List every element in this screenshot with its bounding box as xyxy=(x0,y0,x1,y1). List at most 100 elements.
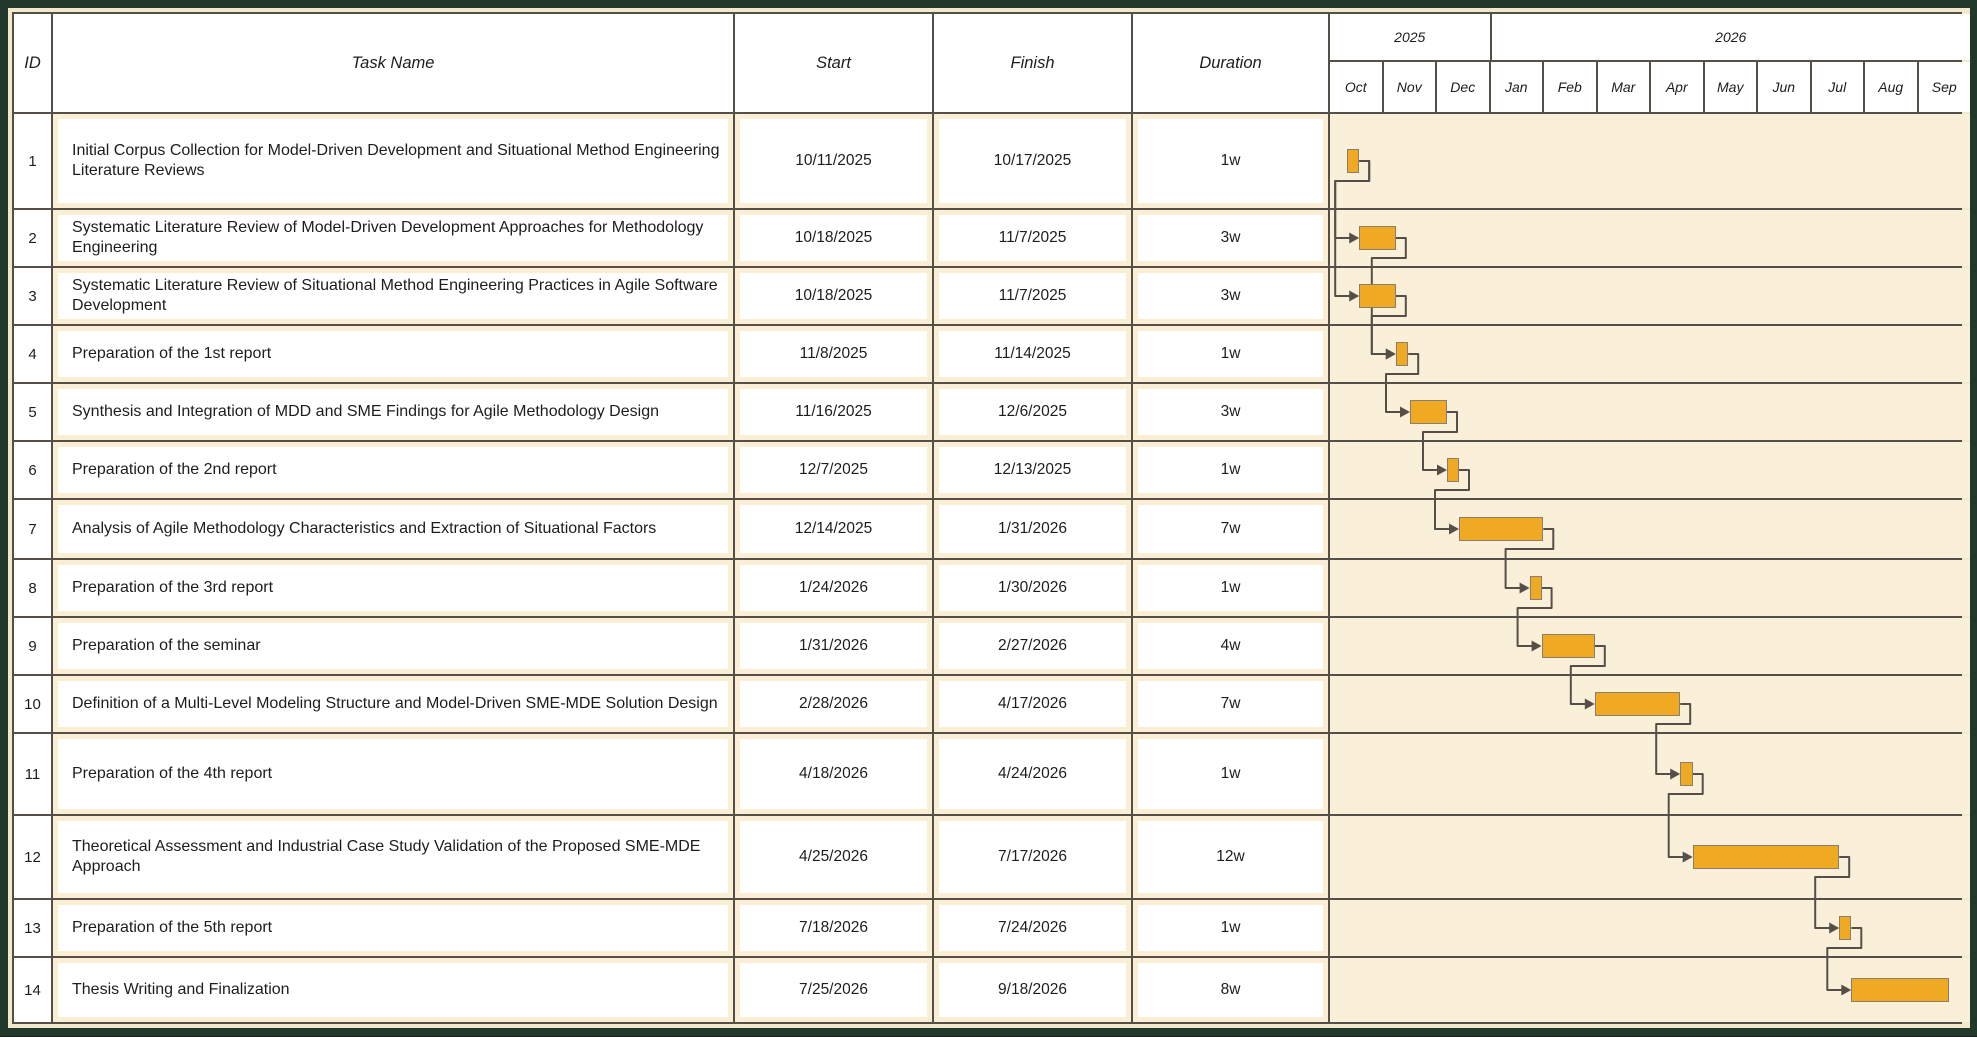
task-finish-text: 1/30/2026 xyxy=(939,565,1126,611)
task-duration-text: 8w xyxy=(1138,963,1323,1017)
gantt-bar xyxy=(1851,978,1949,1002)
dependency-line xyxy=(1569,645,1606,705)
task-finish-text: 9/18/2026 xyxy=(939,963,1126,1017)
task-name-cell: Preparation of the 1st report xyxy=(53,326,733,382)
task-duration-cell: 1w xyxy=(1133,114,1328,208)
dependency-connectors xyxy=(1334,160,1863,996)
table-header-row: ID Task Name Start Finish Duration 2025 2… xyxy=(14,14,1970,112)
task-duration-text: 12w xyxy=(1138,821,1323,893)
task-finish-cell: 11/7/2025 xyxy=(934,268,1131,324)
task-duration-cell: 7w xyxy=(1133,500,1328,558)
task-id-cell: 2 xyxy=(14,210,51,266)
dependency-line xyxy=(1370,295,1407,355)
gantt-bar xyxy=(1839,916,1852,940)
task-start-cell: 11/8/2025 xyxy=(735,326,932,382)
task-finish-text: 11/7/2025 xyxy=(939,273,1126,319)
task-name-text: Analysis of Agile Methodology Characteri… xyxy=(58,505,728,553)
task-name-cell: Analysis of Agile Methodology Characteri… xyxy=(53,500,733,558)
task-name-text: Systematic Literature Review of Model-Dr… xyxy=(58,215,728,261)
schedule-table: ID Task Name Start Finish Duration 2025 2… xyxy=(12,12,1970,1024)
task-name-text: Preparation of the 1st report xyxy=(58,331,728,377)
dependency-arrowhead xyxy=(1841,984,1852,996)
task-name-text: Synthesis and Integration of MDD and SME… xyxy=(58,389,728,435)
task-start-text: 10/11/2025 xyxy=(740,119,927,203)
task-row: 10 Definition of a Multi-Level Modeling S… xyxy=(14,676,1970,732)
task-finish-text: 12/13/2025 xyxy=(939,447,1126,493)
task-id-cell: 6 xyxy=(14,442,51,498)
task-duration-cell: 3w xyxy=(1133,268,1328,324)
task-name-cell: Theoretical Assessment and Industrial Ca… xyxy=(53,816,733,898)
task-start-cell: 12/7/2025 xyxy=(735,442,932,498)
task-duration-text: 1w xyxy=(1138,739,1323,809)
task-name-cell: Preparation of the 3rd report xyxy=(53,560,733,616)
task-name-text: Preparation of the 3rd report xyxy=(58,565,728,611)
task-name-cell: Thesis Writing and Finalization xyxy=(53,958,733,1022)
task-start-text: 1/31/2026 xyxy=(740,623,927,669)
task-duration-cell: 8w xyxy=(1133,958,1328,1022)
gantt-chart: ID Task Name Start Finish Duration 2025 2… xyxy=(12,12,1970,1024)
dependency-arrowhead xyxy=(1519,582,1530,594)
month-label: Jan xyxy=(1490,62,1542,112)
task-duration-text: 1w xyxy=(1138,905,1323,951)
gantt-bar xyxy=(1447,458,1459,482)
task-name-cell: Initial Corpus Collection for Model-Driv… xyxy=(53,114,733,208)
task-finish-text: 11/14/2025 xyxy=(939,331,1126,377)
task-id-cell: 10 xyxy=(14,676,51,732)
task-start-text: 12/14/2025 xyxy=(740,505,927,553)
task-finish-cell: 11/14/2025 xyxy=(934,326,1131,382)
dependency-arrowhead xyxy=(1531,640,1542,652)
gantt-row-background xyxy=(1330,816,1970,898)
gantt-row-background xyxy=(1330,268,1970,324)
task-row: 14 Thesis Writing and Finalization 7/25/20… xyxy=(14,958,1970,1022)
task-finish-cell: 11/7/2025 xyxy=(934,210,1131,266)
task-start-cell: 10/18/2025 xyxy=(735,210,932,266)
task-name-cell: Preparation of the 4th report xyxy=(53,734,733,814)
task-row: 1 Initial Corpus Collection for Model-Dri… xyxy=(14,114,1970,208)
task-row: 12 Theoretical Assessment and Industrial … xyxy=(14,816,1970,898)
task-finish-cell: 9/18/2026 xyxy=(934,958,1131,1022)
task-duration-cell: 1w xyxy=(1133,900,1328,956)
task-duration-text: 3w xyxy=(1138,273,1323,319)
dependency-line xyxy=(1422,411,1458,471)
task-name-text: Thesis Writing and Finalization xyxy=(58,963,728,1017)
task-finish-cell: 2/27/2026 xyxy=(934,618,1131,674)
task-duration-text: 3w xyxy=(1138,389,1323,435)
task-finish-text: 7/24/2026 xyxy=(939,905,1126,951)
dependency-arrowhead xyxy=(1385,348,1396,360)
header-task-name: Task Name xyxy=(53,14,733,112)
task-duration-cell: 1w xyxy=(1133,326,1328,382)
dependency-line xyxy=(1826,927,1863,991)
dependency-line xyxy=(1655,703,1692,775)
dependency-line xyxy=(1516,587,1553,647)
task-id-cell: 9 xyxy=(14,618,51,674)
task-finish-cell: 12/13/2025 xyxy=(934,442,1131,498)
task-name-text: Theoretical Assessment and Industrial Ca… xyxy=(58,821,728,893)
task-duration-text: 4w xyxy=(1138,623,1323,669)
task-row: 4 Preparation of the 1st report 11/8/2025 1… xyxy=(14,326,1970,382)
task-finish-cell: 4/24/2026 xyxy=(934,734,1131,814)
task-start-cell: 2/28/2026 xyxy=(735,676,932,732)
task-start-cell: 4/18/2026 xyxy=(735,734,932,814)
gantt-row-background xyxy=(1330,210,1970,266)
task-row: 5 Synthesis and Integration of MDD and SM… xyxy=(14,384,1970,440)
task-finish-cell: 1/30/2026 xyxy=(934,560,1131,616)
gantt-row-background xyxy=(1330,618,1970,674)
gantt-row-background xyxy=(1330,114,1970,208)
dependency-line xyxy=(1434,469,1470,530)
task-start-text: 10/18/2025 xyxy=(740,215,927,261)
task-name-cell: Preparation of the 2nd report xyxy=(53,442,733,498)
task-name-cell: Definition of a Multi-Level Modeling Str… xyxy=(53,676,733,732)
gantt-bar xyxy=(1359,284,1396,308)
header-start: Start xyxy=(735,14,932,112)
task-finish-text: 4/17/2026 xyxy=(939,681,1126,727)
task-finish-text: 7/17/2026 xyxy=(939,821,1126,893)
task-name-text: Initial Corpus Collection for Model-Driv… xyxy=(58,119,728,203)
dependency-arrowhead xyxy=(1400,406,1410,418)
task-start-cell: 10/18/2025 xyxy=(735,268,932,324)
task-start-text: 4/25/2026 xyxy=(740,821,927,893)
task-row: 13 Preparation of the 5th report 7/18/2026… xyxy=(14,900,1970,956)
task-name-cell: Preparation of the 5th report xyxy=(53,900,733,956)
task-start-text: 4/18/2026 xyxy=(740,739,927,809)
month-label: Nov xyxy=(1383,62,1435,112)
year-label: 2026 xyxy=(1491,14,1970,60)
